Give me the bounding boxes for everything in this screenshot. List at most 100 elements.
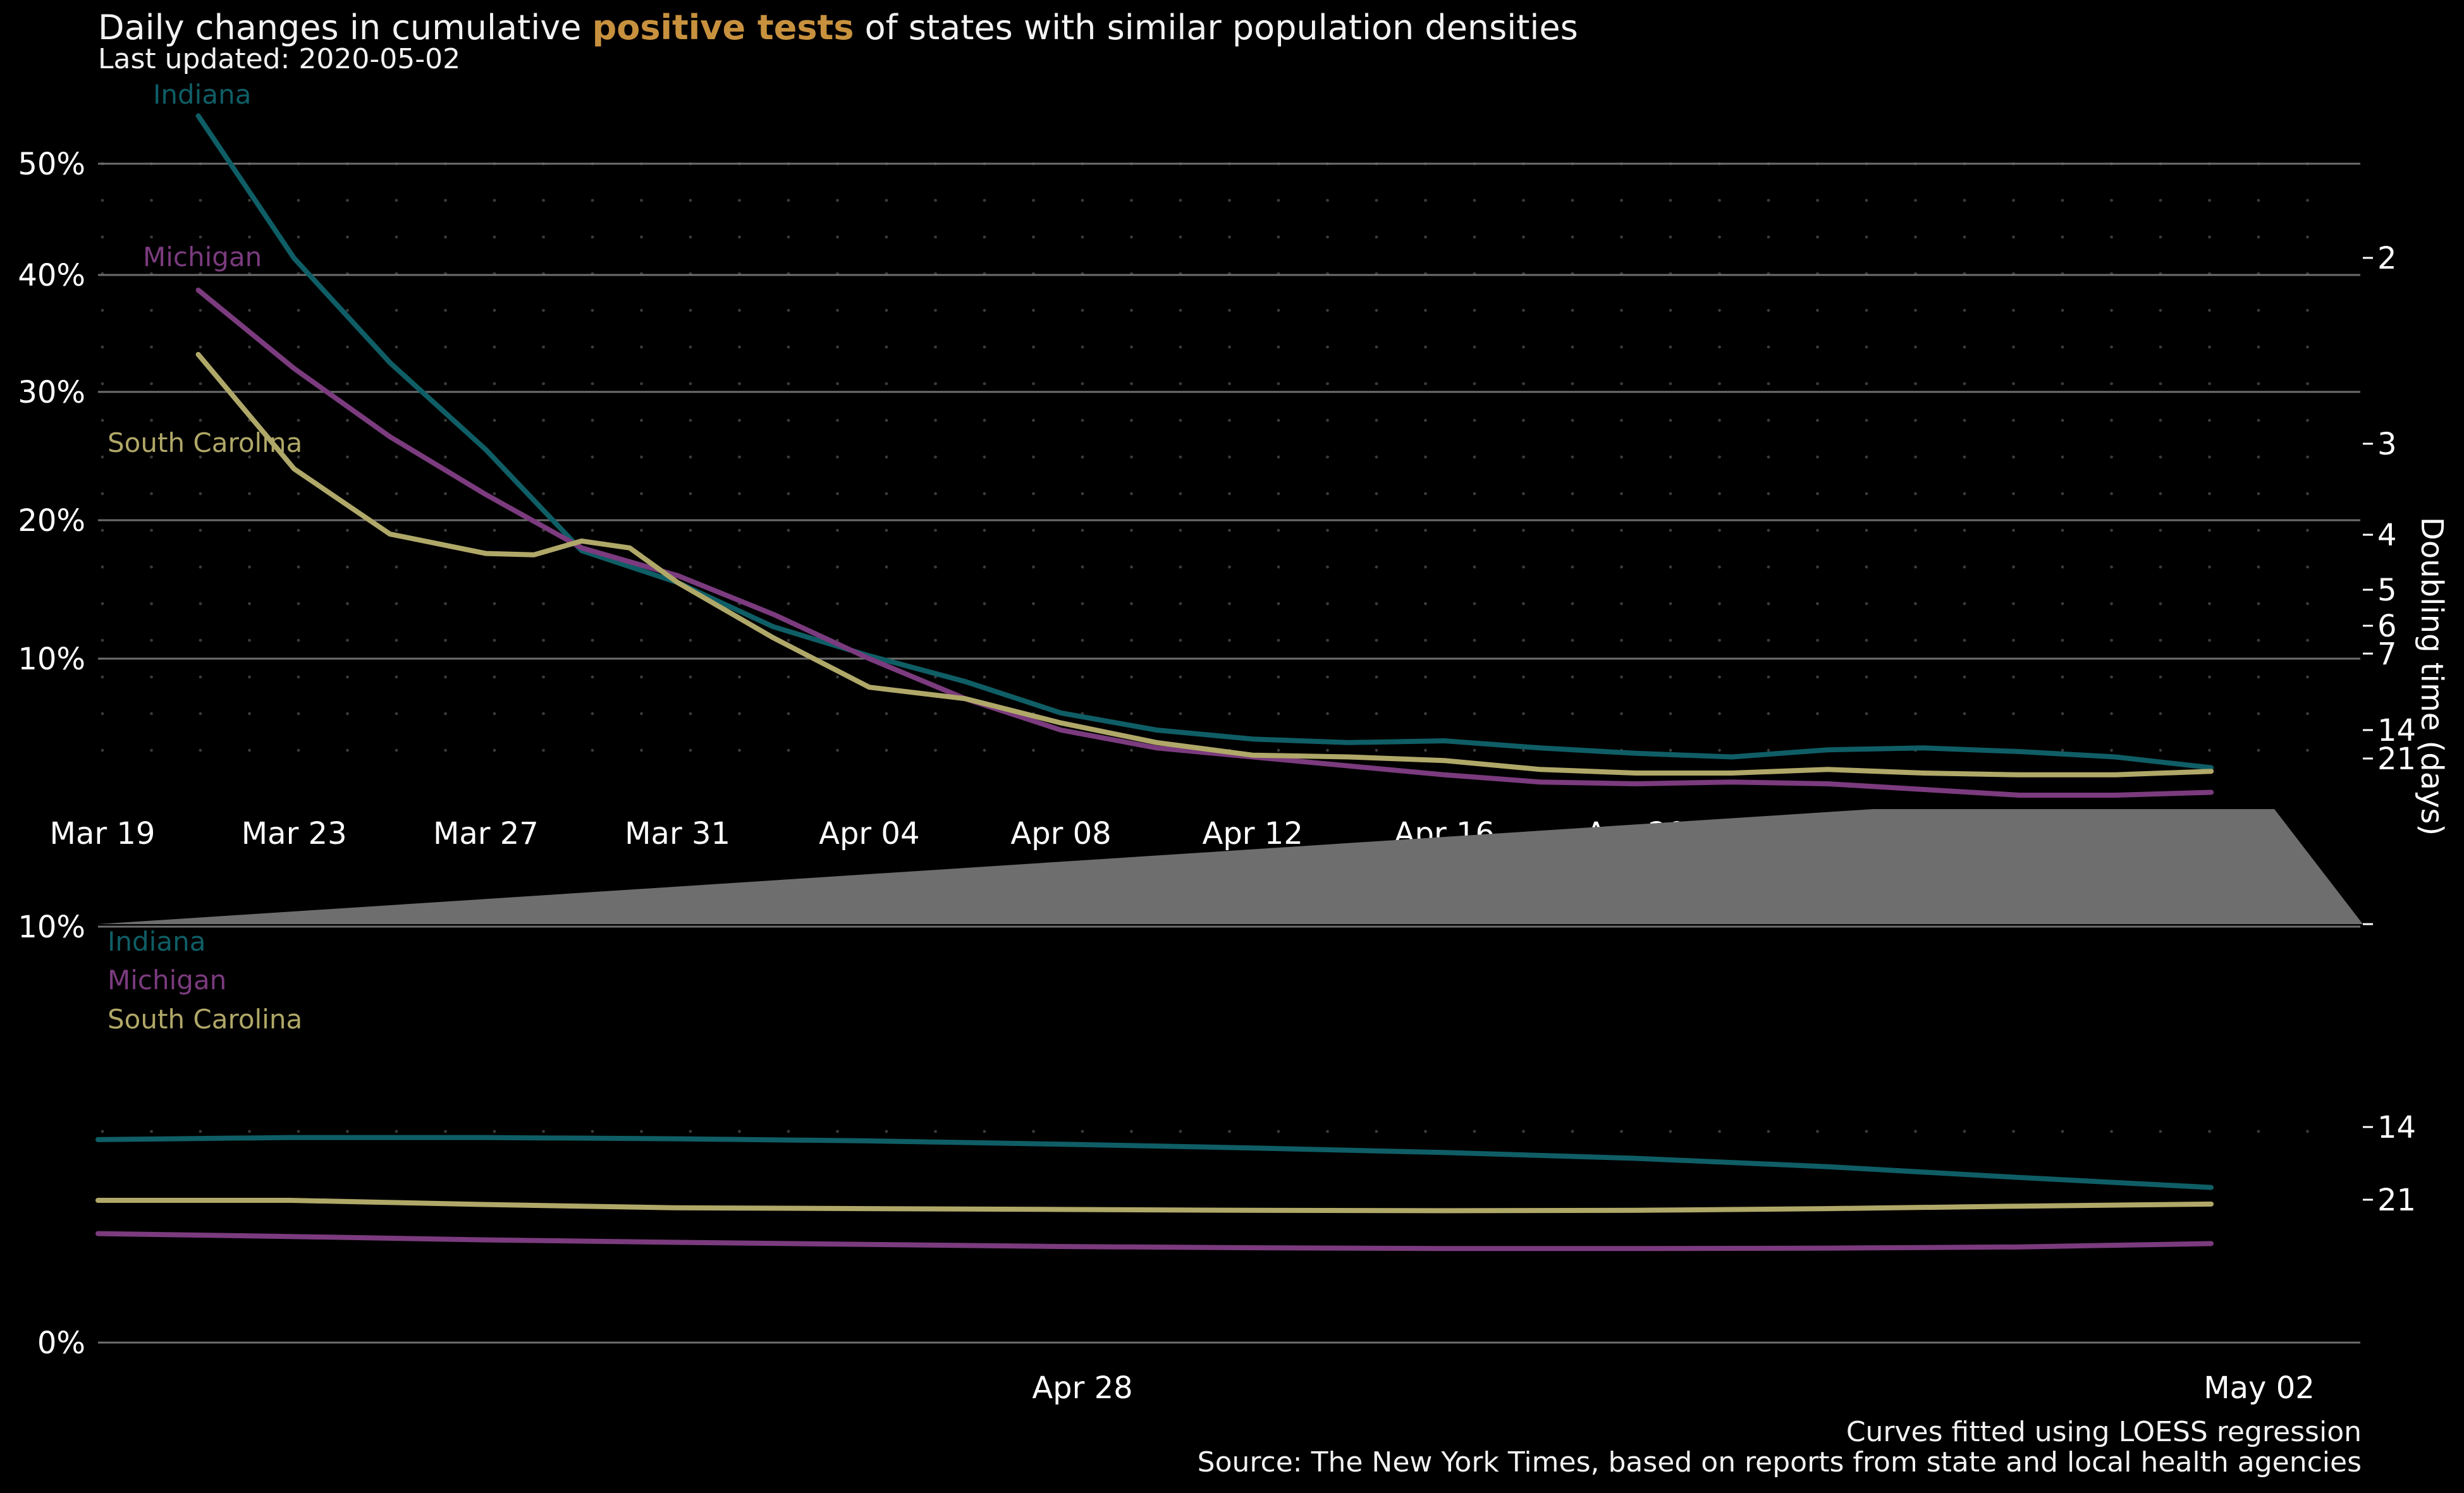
grid-dot <box>1228 235 1231 239</box>
grid-dot <box>1571 418 1574 422</box>
grid-dot <box>493 602 496 606</box>
grid-dot <box>1816 638 1819 642</box>
grid-dot <box>2061 565 2064 569</box>
grid-dot <box>983 675 986 679</box>
grid-dot <box>934 455 937 459</box>
grid-dot <box>2159 675 2162 679</box>
grid-dot <box>1081 1130 1084 1133</box>
grid-dot <box>248 308 251 312</box>
grid-dot <box>542 308 545 312</box>
grid-dot <box>2257 638 2260 642</box>
y-tick-label: 50% <box>18 147 85 182</box>
grid-dot <box>1914 308 1917 312</box>
grid-dot <box>738 712 741 716</box>
grid-dot <box>787 565 790 569</box>
x-tick-label: Apr 12 <box>1203 816 1303 851</box>
grid-dot <box>493 565 496 569</box>
grid-dot <box>346 602 349 606</box>
grid-dot <box>885 455 888 459</box>
grid-dot <box>2110 565 2113 569</box>
grid-dot <box>1669 345 1672 349</box>
grid-dot <box>2159 492 2162 496</box>
grid-dot <box>2306 602 2309 606</box>
grid-dot <box>1718 675 1721 679</box>
grid-dot <box>1767 638 1770 642</box>
grid-dot <box>934 345 937 349</box>
grid-dot <box>1963 602 1966 606</box>
grid-dot <box>1032 675 1035 679</box>
grid-dot <box>1179 602 1182 606</box>
grid-dot <box>395 602 398 606</box>
grid-dot <box>983 345 986 349</box>
grid-dot <box>1081 638 1084 642</box>
grid-dot <box>1963 382 1966 386</box>
grid-dot <box>591 712 594 716</box>
grid-dot <box>1816 308 1819 312</box>
grid-dot <box>1326 235 1329 239</box>
grid-dot <box>1277 308 1280 312</box>
grid-dot <box>248 198 251 202</box>
grid-dot <box>542 418 545 422</box>
series-line-indiana <box>95 1135 2214 1190</box>
grid-dot <box>885 382 888 386</box>
grid-dot <box>1669 308 1672 312</box>
grid-dot <box>2257 1130 2260 1133</box>
grid-dot <box>101 492 104 496</box>
grid-dot <box>101 565 104 569</box>
grid-dot <box>934 418 937 422</box>
grid-dot <box>1277 638 1280 642</box>
grid-dot <box>738 675 741 679</box>
grid-dot <box>101 675 104 679</box>
grid-dot <box>787 492 790 496</box>
grid-dot <box>1571 492 1574 496</box>
grid-dot <box>1032 308 1035 312</box>
grid-dot <box>346 492 349 496</box>
grid-dot <box>1963 712 1966 716</box>
grid-dot <box>1522 602 1525 606</box>
grid-dot <box>1914 382 1917 386</box>
grid-dot <box>1375 602 1378 606</box>
grid-dot <box>2306 712 2309 716</box>
grid-dot <box>297 602 300 606</box>
grid-dot <box>2257 712 2260 716</box>
grid-dot <box>1179 235 1182 239</box>
grid-dot <box>1228 528 1231 532</box>
grid-dot <box>787 455 790 459</box>
grid-dot <box>640 638 643 642</box>
grid-dot <box>1767 455 1770 459</box>
grid-dot <box>2208 308 2211 312</box>
grid-dot <box>640 235 643 239</box>
grid-dot <box>1228 492 1231 496</box>
title-prefix: Daily changes in cumulative <box>98 8 592 47</box>
grid-dot <box>101 528 104 532</box>
grid-dot <box>2208 748 2211 752</box>
grid-dot <box>689 382 692 386</box>
grid-dot <box>738 565 741 569</box>
grid-dot <box>150 528 153 532</box>
grid-dot <box>101 418 104 422</box>
grid-dot <box>1718 198 1721 202</box>
grid-dot <box>2061 602 2064 606</box>
grid-dot <box>199 382 202 386</box>
grid-dot <box>1718 455 1721 459</box>
grid-dot <box>150 418 153 422</box>
grid-dot <box>493 528 496 532</box>
grid-dot <box>1620 198 1623 202</box>
grid-dot <box>1816 235 1819 239</box>
grid-dot <box>1326 418 1329 422</box>
main-series-lines <box>195 113 2214 798</box>
grid-dot <box>836 528 839 532</box>
grid-dot <box>1865 308 1868 312</box>
grid-dot <box>2110 382 2113 386</box>
grid-dot <box>199 308 202 312</box>
grid-dot <box>1424 1130 1427 1133</box>
grid-dot <box>248 382 251 386</box>
grid-dot <box>1179 418 1182 422</box>
grid-dot <box>1963 308 1966 312</box>
zoom-y-axis-ticks: 0% 10% <box>18 910 85 1361</box>
grid-dot <box>738 492 741 496</box>
grid-dot <box>591 418 594 422</box>
grid-dot <box>2110 638 2113 642</box>
grid-dot <box>2208 455 2211 459</box>
grid-dot <box>689 308 692 312</box>
